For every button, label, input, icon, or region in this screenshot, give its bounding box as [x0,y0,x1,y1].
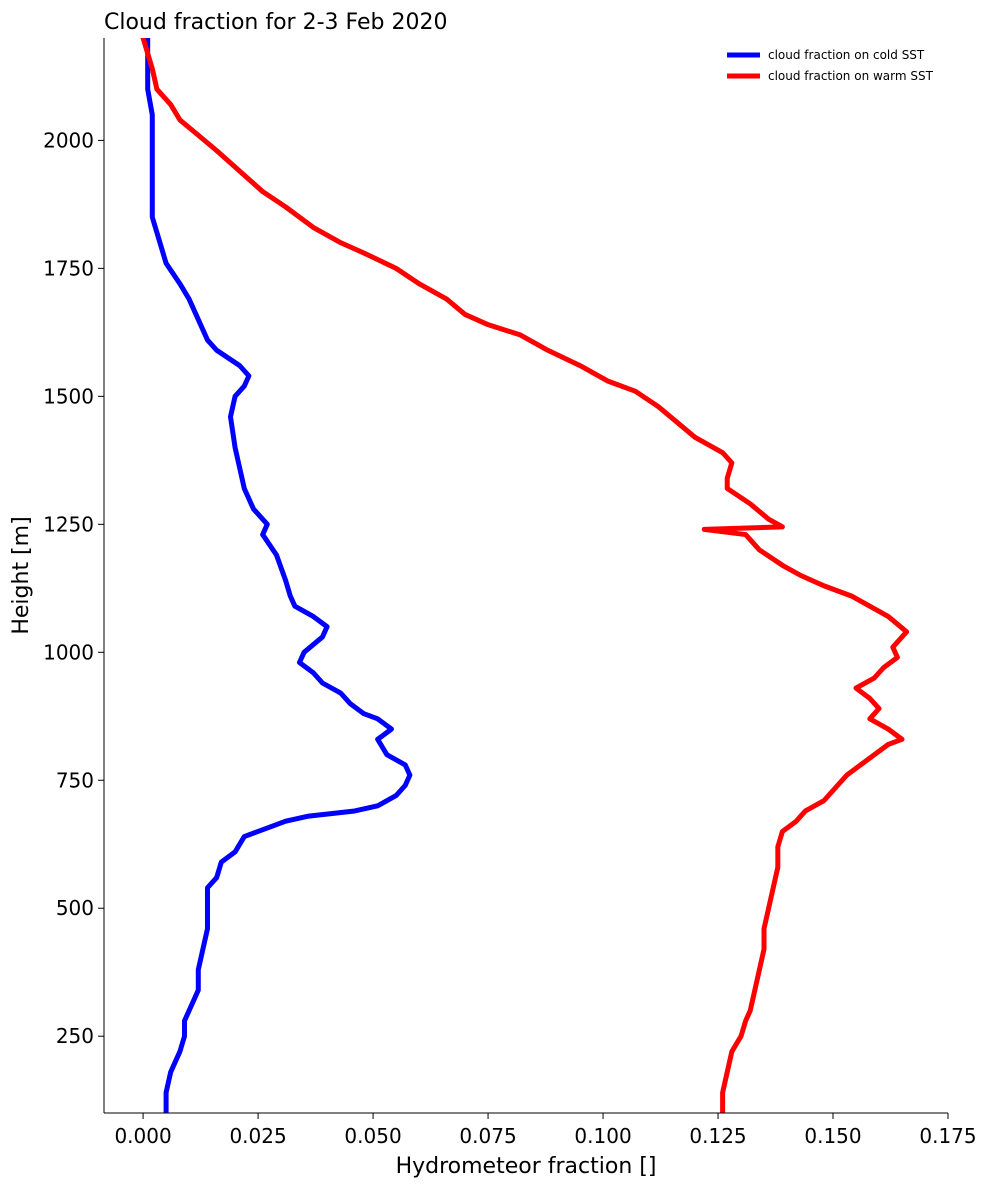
legend: cloud fraction on cold SST cloud fraction… [727,48,934,83]
y-tick-label: 250 [56,1024,94,1048]
y-axis-title: Height [m] [9,516,34,634]
legend-label: cloud fraction on cold SST [768,48,925,62]
x-axis-title: Hydrometeor fraction [] [396,1154,657,1179]
plot-area [140,38,910,1113]
series-line-1 [140,38,910,1113]
y-tick-label: 750 [56,768,94,792]
y-axis-ticks: 250 500 750 1000 1250 1500 1750 2000 [43,128,104,1048]
y-tick-label: 1500 [43,384,94,408]
x-axis-ticks: 0.000 0.025 0.050 0.075 0.100 0.125 0.150 0.175 [114,1113,977,1148]
y-tick-label: 2000 [43,128,94,152]
y-tick-label: 500 [56,896,94,920]
x-tick-label: 0.100 [574,1124,631,1148]
legend-label: cloud fraction on warm SST [768,69,934,83]
x-tick-label: 0.025 [229,1124,286,1148]
y-tick-label: 1000 [43,640,94,664]
chart-title: Cloud fraction for 2-3 Feb 2020 [104,10,447,35]
x-tick-label: 0.050 [344,1124,401,1148]
x-tick-label: 0.175 [919,1124,976,1148]
x-tick-label: 0.125 [689,1124,746,1148]
x-tick-label: 0.150 [804,1124,861,1148]
series-line-0 [145,38,413,1113]
y-tick-label: 1750 [43,256,94,280]
y-tick-label: 1250 [43,512,94,536]
x-tick-label: 0.000 [114,1124,171,1148]
x-tick-label: 0.075 [459,1124,516,1148]
